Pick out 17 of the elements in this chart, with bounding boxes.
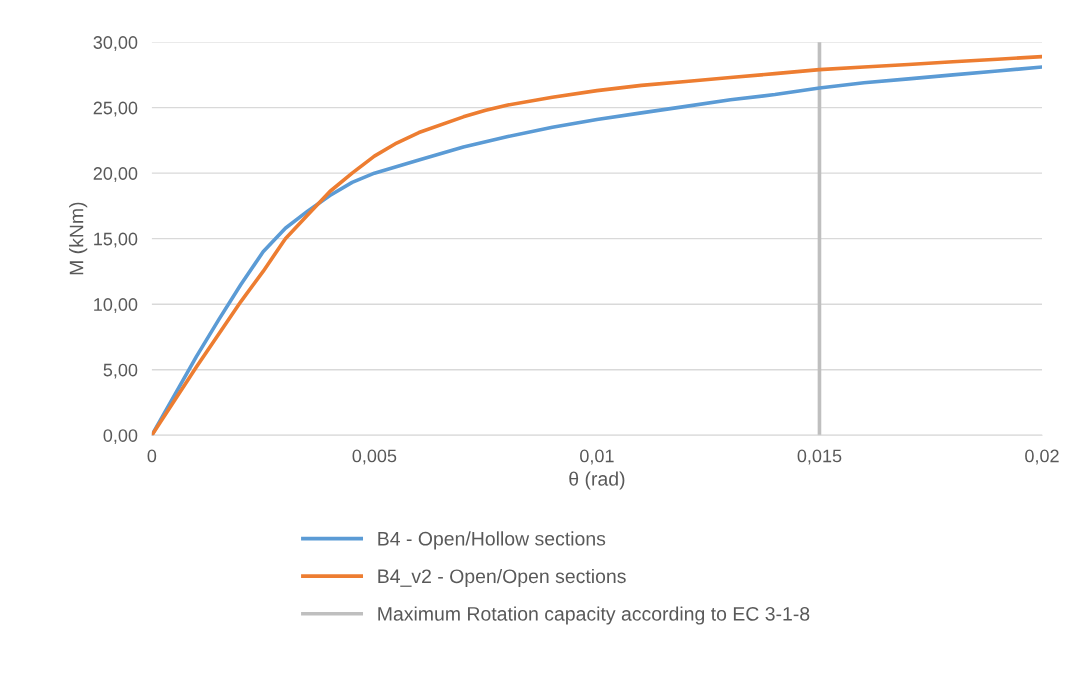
x-tick-label: 0,005: [352, 449, 397, 465]
x-tick-label: 0,015: [797, 449, 842, 465]
y-tick-label: 5,00: [103, 363, 138, 379]
y-tick-label: 0,00: [103, 429, 138, 445]
y-tick-label: 20,00: [93, 167, 138, 183]
y-axis-title: M (kNm): [69, 202, 88, 275]
y-tick-label: 10,00: [94, 298, 138, 314]
x-tick-label: 0: [147, 449, 157, 463]
legend-label: Maximum Rotation capacity according to EC 3-1-8: [378, 606, 810, 625]
legend-label: B4 - Open/Hollow sections: [378, 531, 606, 550]
y-tick-label: 25,00: [93, 101, 138, 117]
x-tick-label: 0,01: [580, 449, 614, 465]
x-axis-title: θ (rad): [569, 471, 625, 490]
x-tick-label: 0,02: [1025, 449, 1059, 465]
y-tick-label: 15,00: [94, 232, 138, 248]
legend-label: B4_v2 - Open/Open sections: [378, 568, 626, 587]
y-tick-label: 30,00: [93, 36, 138, 52]
